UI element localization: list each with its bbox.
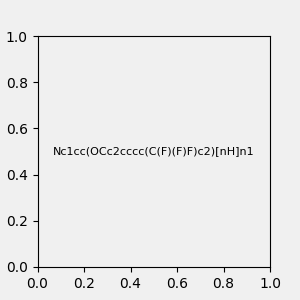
Text: Nc1cc(OCc2cccc(C(F)(F)F)c2)[nH]n1: Nc1cc(OCc2cccc(C(F)(F)F)c2)[nH]n1 [53,146,255,157]
